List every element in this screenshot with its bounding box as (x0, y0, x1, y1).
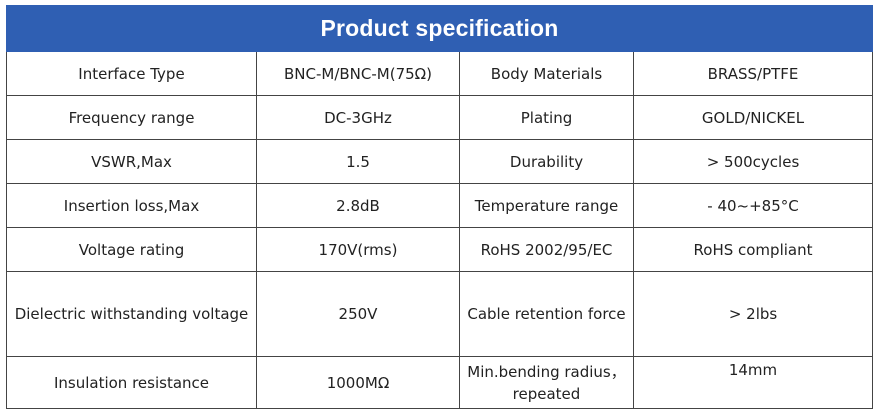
spec-header-row: Product specification (5, 5, 874, 52)
spec-label: Dielectric withstanding voltage (6, 271, 257, 357)
spec-row-vswr: VSWR,Max 1.5 Durability > 500cycles (6, 139, 874, 184)
spec-label: Durability (459, 139, 634, 184)
spec-row-voltage-rating: Voltage rating 170V(rms) RoHS 2002/95/EC… (6, 227, 874, 272)
spec-value: - 40~+85°C (632, 183, 874, 228)
spec-label: Insulation resistance (6, 356, 257, 409)
spec-label: Frequency range (6, 95, 257, 140)
spec-value: > 500cycles (632, 139, 874, 184)
spec-label: RoHS 2002/95/EC (459, 227, 634, 272)
spec-row-frequency-range: Frequency range DC-3GHz Plating GOLD/NIC… (6, 95, 874, 140)
spec-label: VSWR,Max (6, 139, 257, 184)
product-spec-table: Product specification Interface Type BNC… (5, 5, 874, 409)
spec-row-insertion-loss: Insertion loss,Max 2.8dB Temperature ran… (6, 183, 874, 228)
spec-value: RoHS compliant (632, 227, 874, 272)
spec-value: 1.5 (256, 139, 460, 184)
spec-value: DC-3GHz (256, 95, 460, 140)
spec-label: Min.bending radius，repeated (459, 356, 634, 409)
spec-row-dielectric: Dielectric withstanding voltage 250V Cab… (6, 271, 874, 357)
spec-value: 14mm (632, 356, 874, 409)
table-title: Product specification (5, 5, 874, 52)
spec-value: 1000MΩ (256, 356, 460, 409)
spec-label: Interface Type (6, 51, 257, 96)
spec-label: Voltage rating (6, 227, 257, 272)
spec-value: 170V(rms) (256, 227, 460, 272)
spec-row-interface-type: Interface Type BNC-M/BNC-M(75Ω) Body Mat… (6, 51, 874, 96)
spec-value: BRASS/PTFE (632, 51, 874, 96)
spec-label: Body Materials (459, 51, 634, 96)
spec-value: BNC-M/BNC-M(75Ω) (256, 51, 460, 96)
spec-value: GOLD/NICKEL (632, 95, 874, 140)
spec-label: Insertion loss,Max (6, 183, 257, 228)
spec-row-insulation-resistance: Insulation resistance 1000MΩ Min.bending… (6, 356, 874, 409)
spec-value: 2.8dB (256, 183, 460, 228)
spec-label: Plating (459, 95, 634, 140)
spec-value: > 2lbs (632, 271, 874, 357)
spec-label: Cable retention force (459, 271, 634, 357)
spec-label: Temperature range (459, 183, 634, 228)
spec-value: 250V (256, 271, 460, 357)
